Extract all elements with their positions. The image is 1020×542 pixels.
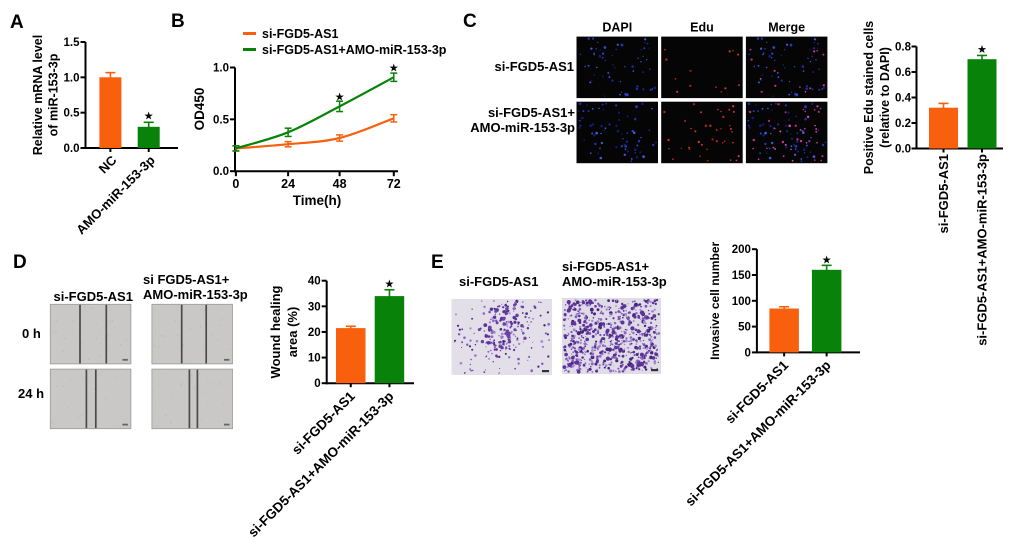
svg-text:150: 150	[732, 270, 751, 282]
svg-text:★: ★	[385, 279, 394, 290]
svg-text:si-FGD5-AS1: si-FGD5-AS1	[54, 289, 133, 304]
svg-text:D: D	[13, 252, 27, 273]
svg-text:0: 0	[744, 347, 750, 359]
svg-text:1.5: 1.5	[64, 37, 81, 49]
svg-text:0.0: 0.0	[64, 143, 80, 155]
svg-text:si-FGD5-AS1: si-FGD5-AS1	[262, 27, 338, 41]
svg-text:AMO-miR-153-3p: AMO-miR-153-3p	[562, 274, 667, 289]
svg-text:si-FGD5-AS1: si-FGD5-AS1	[495, 59, 574, 74]
svg-text:0: 0	[232, 177, 239, 191]
svg-text:48: 48	[333, 177, 347, 191]
svg-text:si-FGD5-AS1: si-FGD5-AS1	[459, 274, 538, 289]
svg-text:200: 200	[732, 244, 751, 256]
svg-text:si-FGD5-AS1+AMO-miR-153-3p: si-FGD5-AS1+AMO-miR-153-3p	[975, 154, 990, 346]
svg-text:si-FGD5-AS1: si-FGD5-AS1	[936, 154, 951, 233]
svg-text:40: 40	[308, 276, 321, 288]
svg-text:30: 30	[308, 301, 321, 313]
svg-text:A: A	[10, 12, 24, 33]
svg-text:AMO-miR-153-3p: AMO-miR-153-3p	[470, 120, 575, 135]
svg-text:0.5: 0.5	[64, 108, 81, 120]
svg-text:24 h: 24 h	[18, 386, 44, 401]
svg-text:1.0: 1.0	[64, 72, 80, 84]
svg-text:Wound healing: Wound healing	[268, 285, 283, 378]
svg-text:B: B	[171, 11, 185, 32]
svg-text:Relative mRNA level: Relative mRNA level	[31, 35, 45, 155]
svg-text:1.0: 1.0	[213, 63, 229, 75]
svg-text:of miR-153-3p: of miR-153-3p	[47, 53, 61, 136]
svg-text:DAPI: DAPI	[602, 21, 632, 35]
svg-text:si-FGD5-AS1+AMO-miR-153-3p: si-FGD5-AS1+AMO-miR-153-3p	[262, 43, 447, 57]
svg-text:0.2: 0.2	[895, 118, 911, 130]
svg-text:E: E	[431, 252, 444, 273]
svg-text:0.0: 0.0	[213, 166, 229, 178]
svg-text:0.5: 0.5	[213, 114, 230, 126]
svg-text:Edu: Edu	[690, 21, 714, 35]
svg-text:★: ★	[978, 44, 987, 55]
svg-text:Merge: Merge	[768, 21, 805, 35]
svg-text:area (%): area (%)	[285, 307, 300, 358]
svg-text:0.8: 0.8	[895, 42, 912, 54]
svg-text:si-FGD5-AS1+: si-FGD5-AS1+	[562, 259, 649, 274]
svg-text:Positive Edu stained cells: Positive Edu stained cells	[862, 21, 876, 175]
svg-text:24: 24	[281, 177, 295, 191]
svg-text:AMO-miR-153-3p: AMO-miR-153-3p	[143, 287, 248, 302]
svg-text:100: 100	[732, 296, 751, 308]
svg-text:OD450: OD450	[192, 88, 207, 131]
svg-text:0.4: 0.4	[895, 93, 912, 105]
svg-text:si FGD5-AS1+: si FGD5-AS1+	[143, 272, 230, 287]
svg-text:(relative to DAPI): (relative to DAPI)	[878, 47, 892, 148]
svg-text:★: ★	[335, 92, 344, 103]
svg-text:★: ★	[390, 63, 399, 74]
svg-text:0.6: 0.6	[895, 67, 911, 79]
svg-text:NC: NC	[96, 152, 120, 176]
svg-text:20: 20	[308, 327, 321, 339]
svg-text:Invasive cell number: Invasive cell number	[708, 241, 722, 359]
svg-text:si-FGD5-AS1+: si-FGD5-AS1+	[488, 105, 575, 120]
svg-text:0: 0	[314, 378, 320, 390]
svg-text:★: ★	[144, 111, 153, 122]
svg-text:si-FGD5-AS1+AMO-miR-153-3p: si-FGD5-AS1+AMO-miR-153-3p	[245, 389, 396, 540]
svg-text:Time(h): Time(h)	[293, 193, 342, 208]
svg-text:0.0: 0.0	[895, 144, 911, 156]
svg-text:C: C	[463, 11, 477, 32]
svg-text:72: 72	[387, 177, 401, 191]
svg-text:10: 10	[308, 353, 321, 365]
svg-text:★: ★	[822, 255, 831, 266]
svg-text:0 h: 0 h	[22, 326, 41, 341]
svg-text:50: 50	[738, 322, 751, 334]
